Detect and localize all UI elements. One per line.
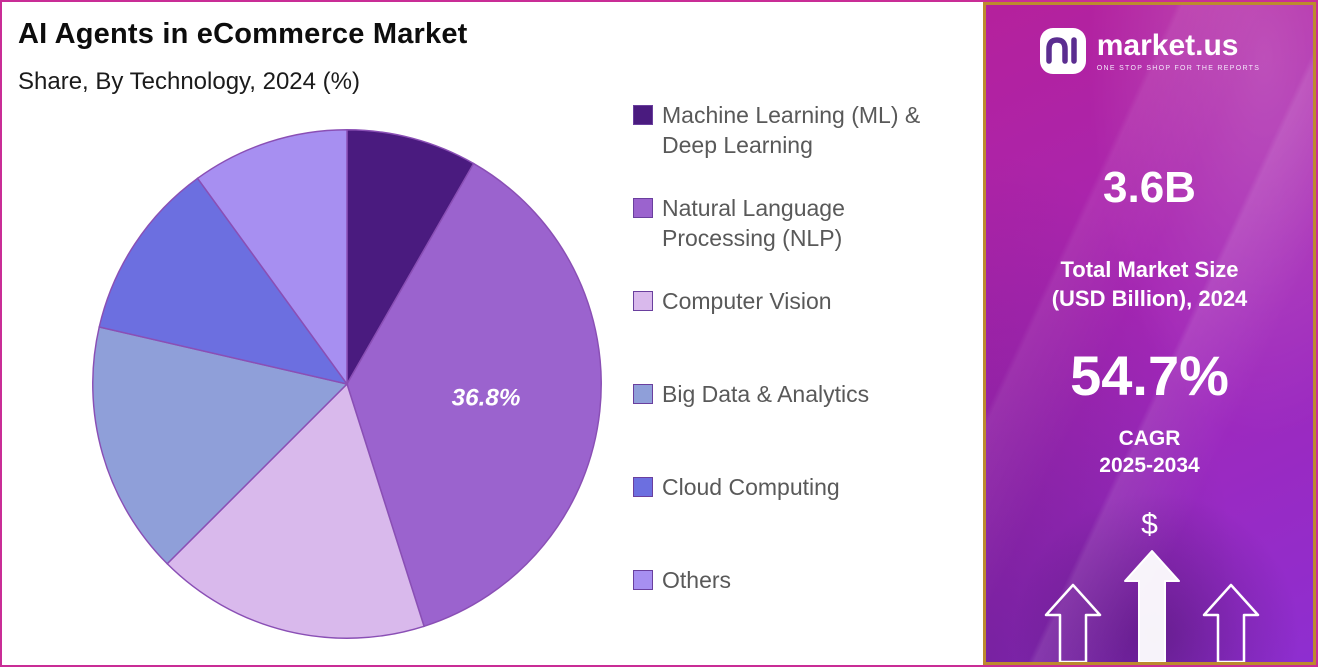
brand-panel: market.us ONE STOP SHOP FOR THE REPORTS … — [983, 2, 1316, 665]
growth-arrow-right-icon — [1202, 583, 1260, 662]
pie-slice-machine-learning-ml-deep-learning — [346, 129, 475, 387]
total-market-size-value: 3.6B — [1103, 163, 1196, 212]
total-market-size-label-line2: (USD Billion), 2024 — [1051, 286, 1248, 311]
legend-swatch — [633, 570, 653, 590]
chart-subtitle: Share, By Technology, 2024 (%) — [18, 68, 360, 95]
dollar-icon: $ — [1141, 508, 1158, 541]
chart-title: AI Agents in eCommerce Market — [18, 18, 468, 50]
growth-arrow-middle-icon — [1124, 550, 1180, 662]
legend-swatch — [633, 291, 653, 311]
legend-item-computer-vision: Computer Vision — [633, 286, 963, 316]
cagr-label-line1: CAGR — [1118, 427, 1181, 450]
legend-item-big-data-analytics: Big Data & Analytics — [633, 379, 963, 409]
pie-slice-cloud-computing — [98, 177, 349, 386]
legend-swatch — [633, 477, 653, 497]
legend-item-machine-learning-ml-deep-learning: Machine Learning (ML) & Deep Learning — [633, 100, 963, 160]
cagr-label-line2: 2025-2034 — [1099, 454, 1200, 477]
legend-label: Machine Learning (ML) & Deep Learning — [662, 102, 921, 158]
legend-swatch — [633, 384, 653, 404]
legend-label: Computer Vision — [662, 288, 832, 314]
pie-slice-computer-vision — [166, 382, 425, 639]
growth-arrow-left-icon — [1044, 583, 1102, 662]
brand-tagline: ONE STOP SHOP FOR THE REPORTS — [1096, 65, 1261, 72]
legend-item-natural-language-processing-nlp: Natural Language Processing (NLP) — [633, 193, 963, 253]
market-us-logo-icon — [1039, 28, 1086, 74]
total-market-size-label: Total Market Size (USD Billion), 2024 — [986, 255, 1313, 313]
pie-slice-big-data-analytics — [92, 326, 349, 565]
legend-label: Cloud Computing — [662, 474, 840, 500]
brand-lockup: market.us ONE STOP SHOP FOR THE REPORTS — [986, 27, 1313, 75]
chart-legend: Machine Learning (ML) & Deep Learning Nat… — [633, 100, 963, 658]
cagr-label: CAGR 2025-2034 — [986, 425, 1313, 479]
legend-label: Natural Language Processing (NLP) — [662, 195, 845, 251]
legend-swatch — [633, 198, 653, 218]
total-market-size-label-line1: Total Market Size — [1060, 257, 1239, 282]
brand-text: market.us ONE STOP SHOP FOR THE REPORTS — [1096, 29, 1261, 73]
legend-swatch — [633, 105, 653, 125]
chart-area: AI Agents in eCommerce Market Share, By … — [2, 2, 983, 665]
pie-chart: 36.8% — [92, 129, 602, 639]
legend-item-cloud-computing: Cloud Computing — [633, 472, 963, 502]
slice-data-label: 36.8% — [452, 384, 521, 411]
brand-name: market.us — [1096, 29, 1239, 62]
cagr-value: 54.7% — [1070, 344, 1229, 407]
legend-label: Others — [662, 567, 732, 593]
pie-slice-others — [196, 129, 348, 387]
legend-label: Big Data & Analytics — [662, 381, 870, 407]
pie-slice-natural-language-processing-nlp — [346, 162, 602, 628]
growth-arrows-icon — [1044, 550, 1260, 662]
legend-item-others: Others — [633, 565, 963, 595]
